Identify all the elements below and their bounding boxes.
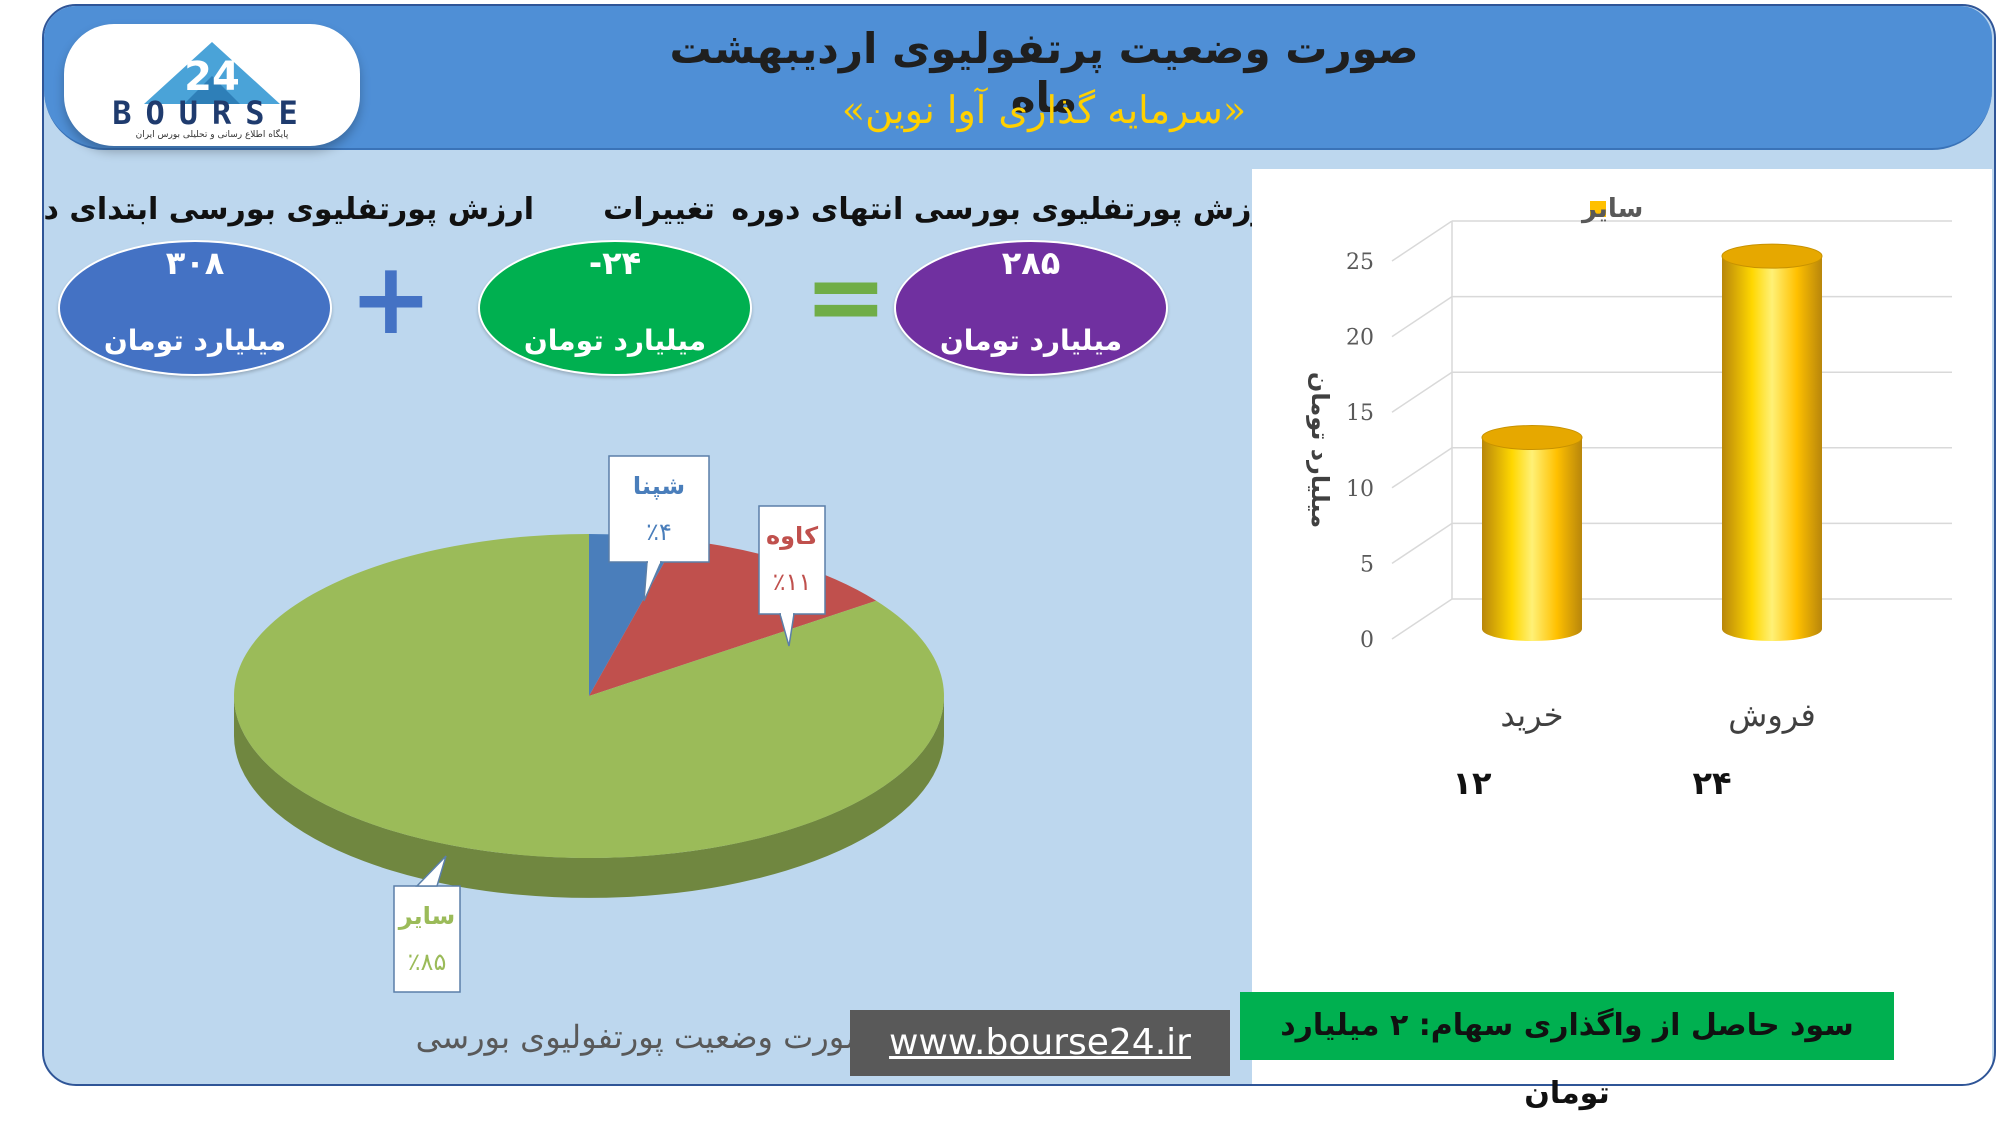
change-value: -۲۴ (588, 244, 642, 282)
logo-tagline: پایگاه اطلاع رسانی و تحلیلی بورس ایران (135, 130, 289, 140)
change-label: تغییرات (603, 192, 715, 227)
plus-sign: + (349, 240, 433, 357)
pie-callout-2: سایر ٪۸۵ (393, 855, 461, 993)
page-subtitle: «سرمایه گذاری آوا نوین» (841, 88, 1247, 132)
pie-chart: شپنا ٪۴ کاوه ٪۱۱ سایر ٪۸۵ (233, 455, 944, 993)
page-title: صورت وضعیت پرتفولیوی اردیبهشت ماه (669, 24, 1419, 122)
website-url[interactable]: www.bourse24.ir (850, 1010, 1230, 1076)
y-tick-label-0: 0 (1360, 628, 1374, 653)
pie-label-1: کاوه (766, 522, 818, 550)
logo-text: BOURSE (112, 94, 312, 132)
y-tick-label-5: 25 (1346, 250, 1374, 275)
bar-gridline-5 (1391, 220, 1952, 262)
end-value: ۲۸۵ (1001, 244, 1061, 282)
bar-value-label-0: ۱۲ (1452, 764, 1492, 802)
bar-gridline-0 (1391, 598, 1952, 640)
y-tick-label-2: 10 (1346, 477, 1374, 502)
x-category-label-0: خرید (1500, 696, 1563, 734)
end-value-label: ارزش پورتفلیوی بورسی انتهای دوره (731, 192, 1279, 227)
y-axis-label: میلیارد تومان (1306, 372, 1334, 528)
legend-label: سایر (1580, 194, 1643, 224)
pie-caption: صورت وضعیت پورتفولیوی بورسی (415, 1018, 873, 1056)
start-value-label: ارزش پورتفلیوی بورسی ابتدای دوره (42, 192, 534, 227)
start-value-unit: میلیارد تومان (103, 324, 287, 357)
bar-value-label-1: ۲۴ (1692, 764, 1731, 802)
pie-value-1: ٪۱۱ (773, 568, 812, 596)
end-value-unit: میلیارد تومان (939, 324, 1123, 357)
profit-banner: سود حاصل از واگذاری سهام: ۲ میلیارد توما… (1240, 992, 1894, 1111)
bar-0 (1481, 425, 1583, 641)
change-ellipse: -۲۴ میلیارد تومان (478, 240, 752, 376)
pie-label-0: شپنا (633, 472, 685, 500)
change-unit: میلیارد تومان (523, 324, 707, 357)
bourse24-logo: 24 BOURSE پایگاه اطلاع رسانی و تحلیلی بو… (64, 24, 360, 146)
pie-value-0: ٪۴ (646, 518, 672, 546)
x-category-label-1: فروش (1728, 696, 1815, 734)
bar-1 (1721, 243, 1823, 641)
bar-gridline-2 (1391, 447, 1952, 489)
pie-side-2 (234, 696, 944, 898)
y-tick-label-1: 5 (1360, 552, 1374, 577)
pie-callout-0: شپنا ٪۴ (608, 455, 710, 602)
logo-mountain-icon: 24 (144, 42, 280, 104)
bar-gridline-3 (1391, 371, 1952, 413)
pie-label-2: سایر (398, 902, 456, 930)
pie-slice-2 (233, 534, 944, 858)
infographic-frame: 24 BOURSE پایگاه اطلاع رسانی و تحلیلی بو… (42, 4, 1996, 1086)
bar-gridline-4 (1391, 295, 1952, 338)
pie-callout-1: کاوه ٪۱۱ (758, 505, 826, 647)
equals-sign: = (804, 238, 888, 355)
y-tick-label-3: 15 (1346, 401, 1374, 426)
bar-chart-panel: 0 5 10 15 20 25 میلیارد تومان سایر خرید ۱۲ فروش ۲۴ (1252, 169, 1992, 1084)
header-banner: 24 BOURSE پایگاه اطلاع رسانی و تحلیلی بو… (44, 6, 1992, 150)
logo-digits: 24 (184, 54, 240, 100)
end-value-ellipse: ۲۸۵ میلیارد تومان (894, 240, 1168, 376)
start-value: ۳۰۸ (165, 244, 225, 282)
pie-value-2: ٪۸۵ (408, 948, 447, 976)
start-value-ellipse: ۳۰۸ میلیارد تومان (58, 240, 332, 376)
bar-gridline-1 (1391, 522, 1952, 565)
y-tick-label-4: 20 (1346, 326, 1374, 351)
bar-legend: سایر (1580, 194, 1643, 224)
